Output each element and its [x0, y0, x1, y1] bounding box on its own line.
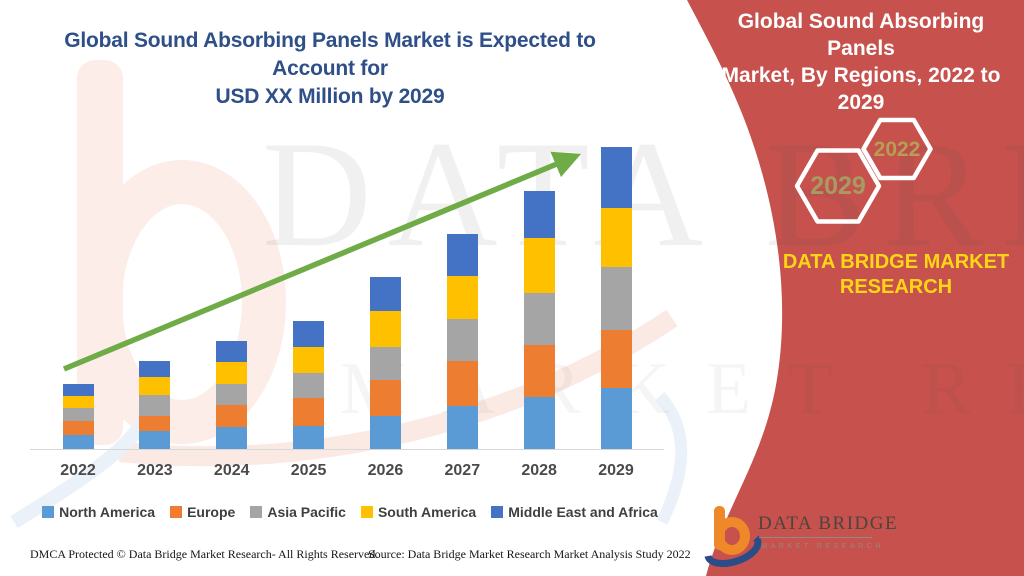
legend-item-middle-east-and-africa: Middle East and Africa: [491, 504, 658, 520]
legend-label-europe: Europe: [187, 504, 236, 520]
hexagon-year-2029: 2029: [810, 172, 866, 200]
hexagon-year-2022: 2022: [873, 138, 921, 161]
main-title: Global Sound Absorbing Panels Market is …: [28, 27, 632, 111]
legend-swatch-asia-pacific: [250, 506, 263, 518]
hexagon-2029: [794, 148, 882, 224]
legend-swatch-europe: [170, 506, 183, 518]
x-axis-line: [30, 449, 664, 450]
main-title-line1: Global Sound Absorbing Panels Market is …: [64, 29, 596, 80]
watermark-text-line1: DATA BRIDGE: [262, 110, 1024, 278]
main-title-line2: USD XX Million by 2029: [215, 85, 445, 108]
legend-item-asia-pacific: Asia Pacific: [250, 504, 346, 520]
brand-name: DATA BRIDGE MARKET RESEARCH: [778, 250, 1014, 300]
trend-arrow-line: [62, 151, 582, 372]
logo-blue-swoosh: [704, 535, 762, 567]
watermark-b-bowl: [78, 160, 286, 444]
brand-name-line1: DATA BRIDGE MARKET: [782, 251, 1010, 273]
source-note: Source: Data Bridge Market Research Mark…: [368, 547, 691, 561]
dmca-notice: DMCA Protected © Data Bridge Market Rese…: [30, 547, 379, 561]
chart-legend: North America Europe Asia Pacific South Ame…: [35, 504, 665, 520]
legend-label-asia-pacific: Asia Pacific: [267, 504, 346, 520]
logo-wordmark: DATA BRIDGE: [758, 513, 899, 534]
legend-swatch-south-america: [360, 506, 373, 518]
brand-name-line2: RESEARCH: [839, 276, 953, 298]
legend-swatch-middle-east-and-africa: [491, 506, 504, 518]
hexagon-2022: [861, 117, 933, 181]
watermark-blue-swoosh-right: [655, 392, 688, 525]
legend-item-europe: Europe: [170, 504, 235, 520]
legend-item-south-america: South America: [360, 504, 477, 520]
maroon-curve-shape: [687, 0, 1024, 576]
logo-underline: [759, 537, 872, 538]
legend-label-middle-east-and-africa: Middle East and Africa: [508, 504, 658, 520]
legend-label-south-america: South America: [377, 504, 477, 520]
side-panel-title-line2: Market, By Regions, 2022 to 2029: [721, 64, 1001, 114]
legend-item-north-america: North America: [42, 504, 155, 520]
legend-label-north-america: North America: [59, 504, 156, 520]
data-bridge-logo-icon: [704, 506, 762, 567]
legend-swatch-north-america: [42, 506, 55, 518]
logo-b-bowl: [714, 517, 750, 555]
logo-tagline: MARKET RESEARCH: [761, 541, 884, 550]
side-panel-title: Global Sound Absorbing Panels Market, By…: [702, 8, 1020, 116]
side-panel-title-line1: Global Sound Absorbing Panels: [737, 10, 985, 60]
